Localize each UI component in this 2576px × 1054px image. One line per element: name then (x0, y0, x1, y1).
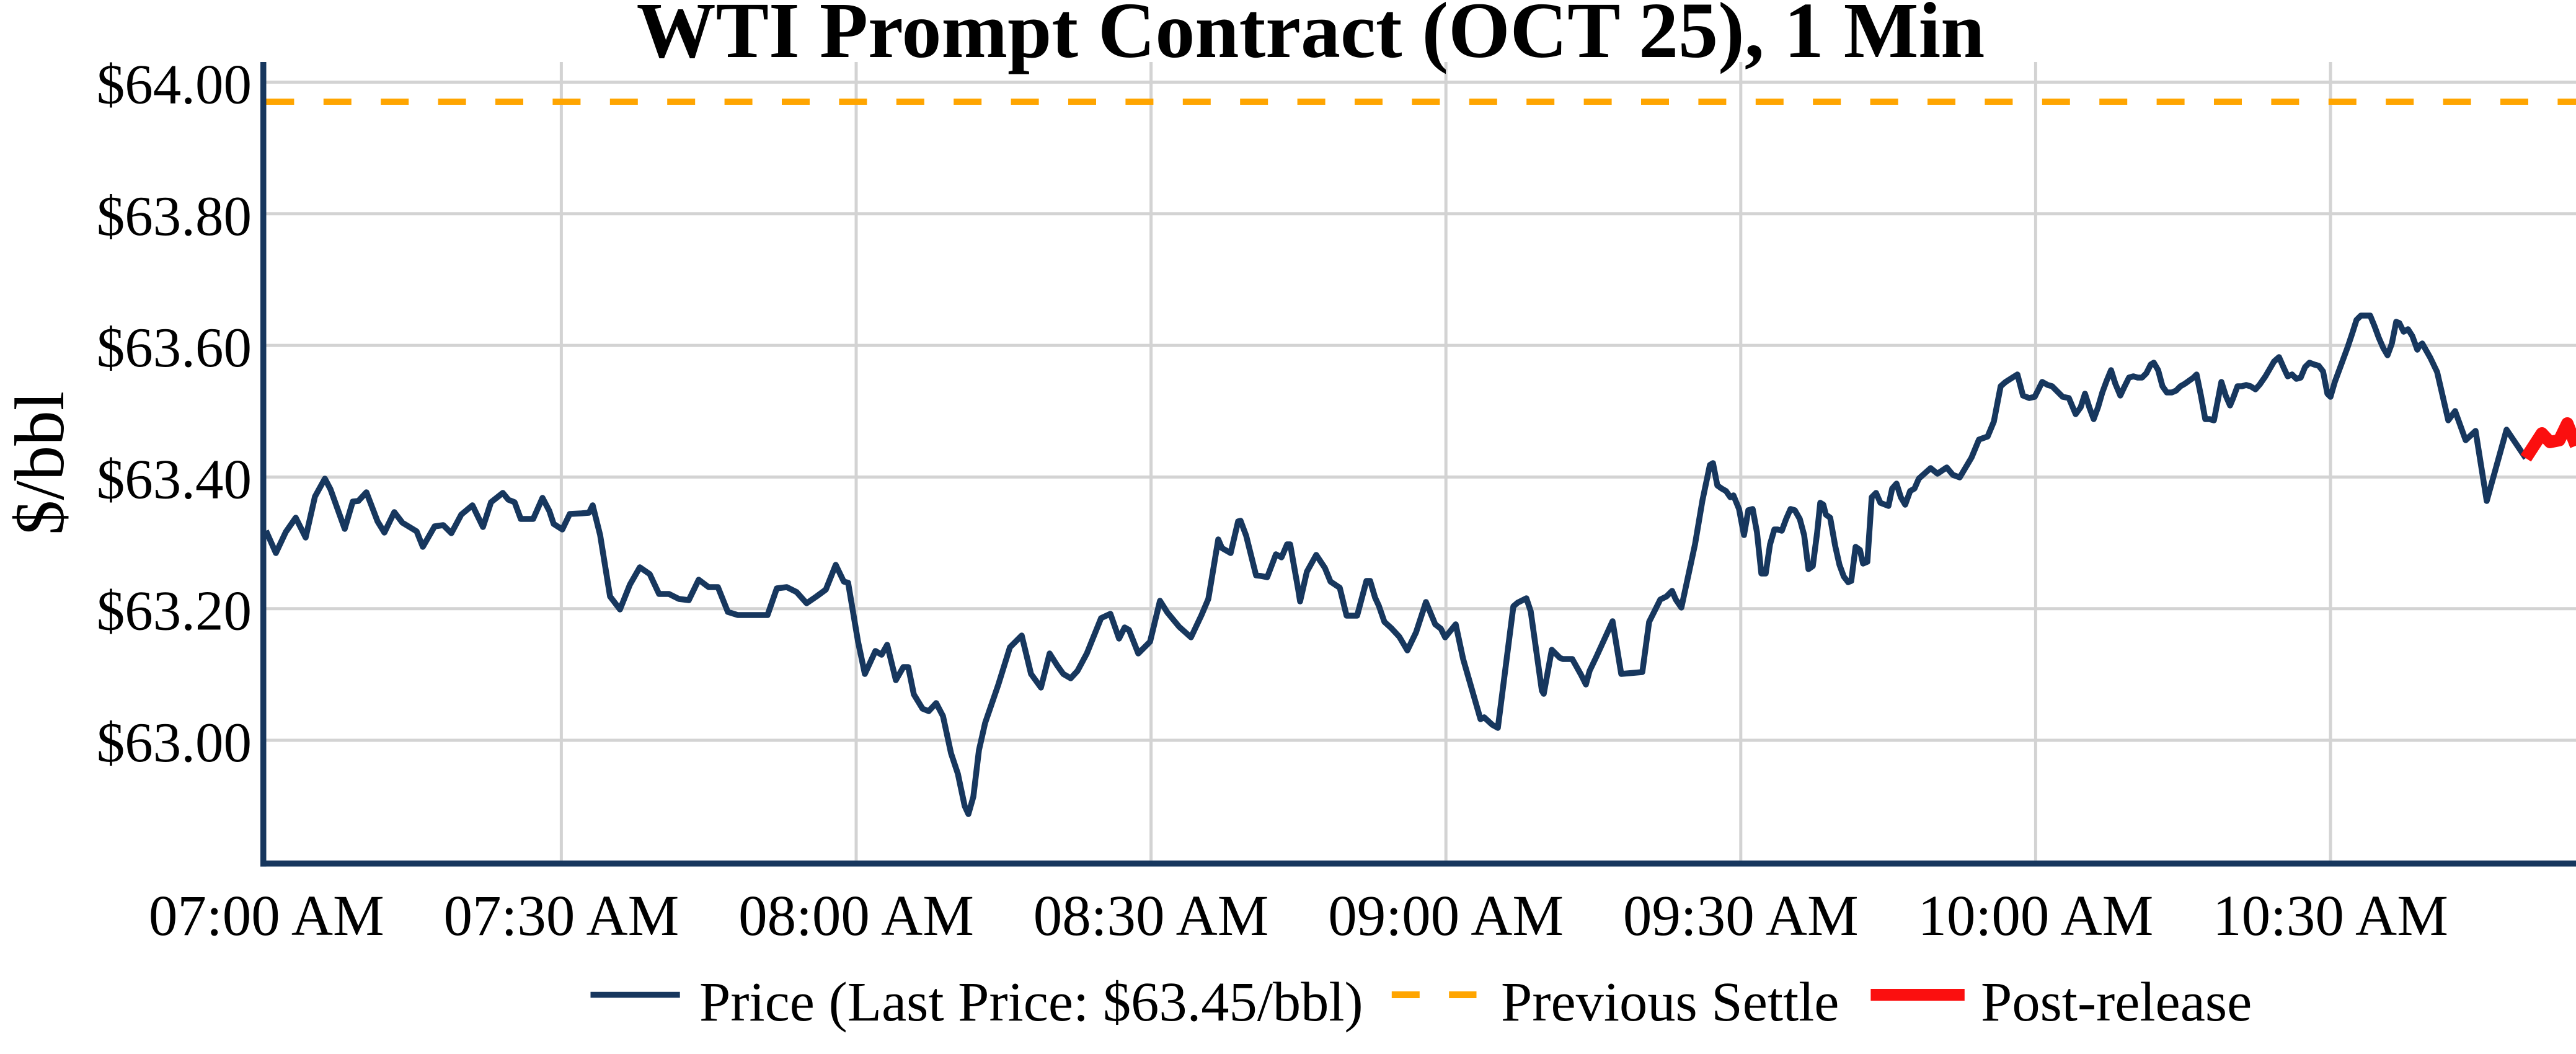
svg-text:$/bbl: $/bbl (1, 391, 79, 535)
svg-text:$63.00: $63.00 (97, 711, 252, 774)
svg-text:Price (Last Price: $63.45/bbl): Price (Last Price: $63.45/bbl) (699, 970, 1363, 1033)
svg-text:$63.20: $63.20 (97, 580, 252, 642)
svg-text:09:00 AM: 09:00 AM (1328, 884, 1564, 948)
svg-text:08:00 AM: 08:00 AM (738, 884, 974, 948)
svg-text:$63.40: $63.40 (97, 448, 252, 510)
svg-text:$63.80: $63.80 (97, 185, 252, 247)
svg-text:07:30 AM: 07:30 AM (443, 884, 679, 948)
svg-text:WTI Prompt Contract (OCT 25),: WTI Prompt Contract (OCT 25), 1 Min (637, 0, 1985, 74)
svg-text:08:30 AM: 08:30 AM (1033, 884, 1269, 948)
svg-text:$63.60: $63.60 (97, 316, 252, 379)
svg-text:$64.00: $64.00 (97, 53, 252, 116)
svg-text:Post-release: Post-release (1981, 970, 2252, 1033)
svg-text:07:00 AM: 07:00 AM (149, 884, 384, 948)
svg-text:09:30 AM: 09:30 AM (1623, 884, 1859, 948)
svg-text:10:00 AM: 10:00 AM (1918, 884, 2153, 948)
svg-text:Previous Settle: Previous Settle (1501, 970, 1839, 1033)
svg-text:10:30 AM: 10:30 AM (2213, 884, 2448, 948)
